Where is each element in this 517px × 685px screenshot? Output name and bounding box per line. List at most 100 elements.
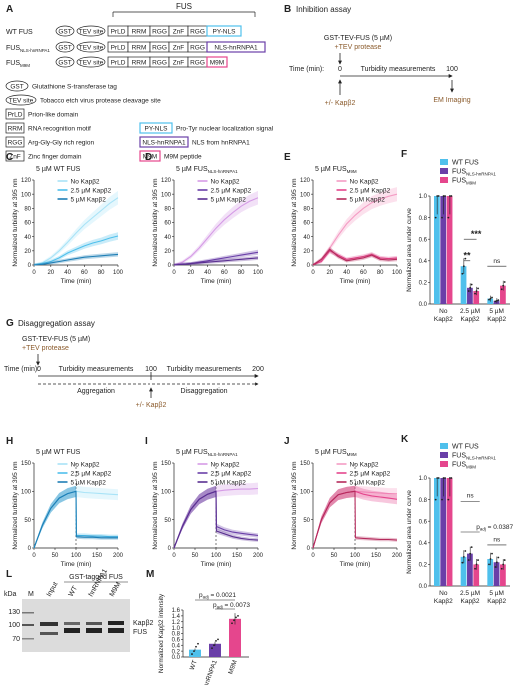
inhibition-assay-title: Inhibition assay (296, 5, 351, 14)
bar-point-F-1-0-2 (464, 257, 467, 260)
bar-point-F-1-1-1 (469, 286, 472, 289)
domain-tev-site (76, 56, 106, 68)
series-band-C-0 (34, 190, 118, 265)
series-line-J-2 (312, 490, 398, 549)
bar-M-1 (209, 643, 221, 657)
domain-label-gst-2: GST (58, 60, 71, 67)
bar-point-M-0-3 (197, 642, 199, 645)
bar-point-K-1-2-0 (474, 567, 476, 570)
domain-gst (55, 56, 75, 68)
bar-point-K-2-0-2 (491, 552, 493, 555)
legend-label-I-2: 5 µM Kapβ2 (211, 479, 247, 486)
bar-point-K-2-0-1 (489, 558, 492, 560)
g-line2: +TEV protease (22, 345, 69, 352)
ytick-C-120: 120 (21, 178, 32, 184)
panel-letter-d: D (145, 152, 152, 163)
panel-letter-f: F (401, 149, 407, 160)
tail-1 (206, 41, 266, 53)
ytick-C-40: 40 (24, 235, 31, 241)
domain-label-tev-site-2: TEV site (79, 60, 104, 67)
ytick-M-1.6: 1.6 (172, 608, 181, 614)
ytick-E-20: 20 (303, 249, 310, 255)
ylabel-F: Normalized area under curve (406, 208, 413, 292)
panel-letter-l: L (6, 569, 12, 580)
tail-label-1: NLS-hnRNPA1 (214, 45, 258, 52)
legend-swatch-K-1 (440, 452, 448, 458)
domain-label-rgg-2: RGG (190, 60, 205, 67)
bar-point-K-0-2-1 (448, 477, 451, 479)
chart-J: 0 50 100 150 0 50 100 150 200 Time (min) Normalize… (291, 449, 403, 568)
legend-label-I-1: 2.5 µM Kapβ2 (211, 470, 252, 477)
bar-point-F-0-0-0 (434, 216, 437, 219)
bar-point-M-1-1 (213, 644, 215, 647)
legend-label-F-0: WT FUS (452, 160, 479, 167)
xtick-I-0: 0 (172, 553, 176, 559)
domain-label-rgg-2: RGG (152, 60, 167, 67)
panel-letter-j: J (284, 436, 290, 447)
bar-K-1-2 (473, 564, 480, 586)
bar-point-F-2-1-1 (495, 299, 498, 302)
bar-F-1-0 (460, 266, 467, 304)
xtick-C-40: 40 (64, 270, 71, 276)
ytick-M-0.4: 0.4 (172, 643, 181, 649)
legend-key-6 (139, 122, 173, 134)
bar-point-K-1-1-1 (469, 552, 472, 555)
xtick-I-100: 100 (211, 553, 222, 559)
ylabel-M: Normalized Kapβ2 intensity (158, 593, 165, 673)
legend-label-K-0: WT FUS (452, 444, 479, 451)
bar-point-K-0-0-0 (434, 498, 437, 501)
sig-K-2: ns (493, 537, 501, 544)
xcat-F-2-b: Kapβ2 (487, 316, 506, 323)
series-band-I-2 (174, 485, 258, 548)
gel-mw-100: 100 (8, 622, 20, 629)
ylabel-K: Normalized area under curve (406, 490, 413, 574)
sig-K-0: ns (467, 492, 475, 499)
legend-key-8 (139, 150, 161, 162)
gel-image (22, 599, 130, 652)
gel-lane-wt: WT (68, 584, 80, 598)
xcat-F-0-a: No (439, 308, 448, 315)
xcat-M-1: hnRNPA1 (203, 659, 219, 685)
series-band-C-1 (34, 232, 118, 265)
legend-label-E-2: 5 µM Kapβ2 (350, 196, 386, 203)
series-line-C-0 (33, 197, 119, 266)
bar-point-M-1-0 (211, 647, 213, 650)
bar-point-F-1-2-0 (474, 292, 476, 295)
bar-point-K-0-0-2 (437, 477, 440, 479)
xtick-D-20: 20 (187, 270, 194, 276)
ylabel-D: Normalized turbidity at 395 nm (152, 178, 159, 266)
domain-label-prld-1: PrLD (111, 45, 126, 52)
ytick-E-0: 0 (307, 263, 311, 269)
ytick-D-40: 40 (164, 235, 171, 241)
domain-label-rrm-2: RRM (132, 60, 147, 67)
xtick-H-0: 0 (32, 553, 36, 559)
bar-point-K-2-2-0 (500, 567, 503, 570)
legend-desc-1: Tobacco etch virus protease cleavage sit… (40, 98, 161, 105)
xtick-C-20: 20 (47, 270, 54, 276)
xcat-K-0-a: No (439, 590, 448, 597)
bar-M-2 (229, 618, 241, 657)
chart-title-I: 5 µM FUSNLS-hnRNPA1 (176, 449, 238, 457)
bar-F-0-0 (434, 196, 440, 304)
xcat-K-2-a: 5 µM (489, 590, 504, 597)
xlabel-D: Time (min) (201, 278, 232, 285)
bar-point-F-2-0-2 (491, 296, 493, 299)
bar-point-K-1-1-2 (470, 546, 473, 549)
bar-point-K-1-0-1 (462, 555, 465, 558)
xtick-I-150: 150 (232, 553, 243, 559)
domain-gst (55, 25, 75, 37)
panel-letter-e: E (284, 152, 291, 163)
legend-desc-7: NLS from hnRNPA1 (192, 140, 250, 147)
fus-label: FUS (176, 2, 192, 11)
sig-M-0: padj = 0.0021 (199, 592, 236, 600)
series-line-E-0 (312, 193, 398, 266)
ytick-M-1.2: 1.2 (172, 620, 181, 626)
ytick-J-150: 150 (300, 461, 311, 467)
disaggregation-assay-title: Disaggregation assay (18, 319, 95, 328)
legend-key-label-8: M9M (143, 154, 157, 161)
legend-label-D-1: 2.5 µM Kapβ2 (211, 187, 252, 194)
legend-key-5 (5, 150, 25, 162)
bar-point-F-1-1-2 (470, 283, 473, 286)
ytick-M-0.0: 0.0 (172, 655, 181, 661)
